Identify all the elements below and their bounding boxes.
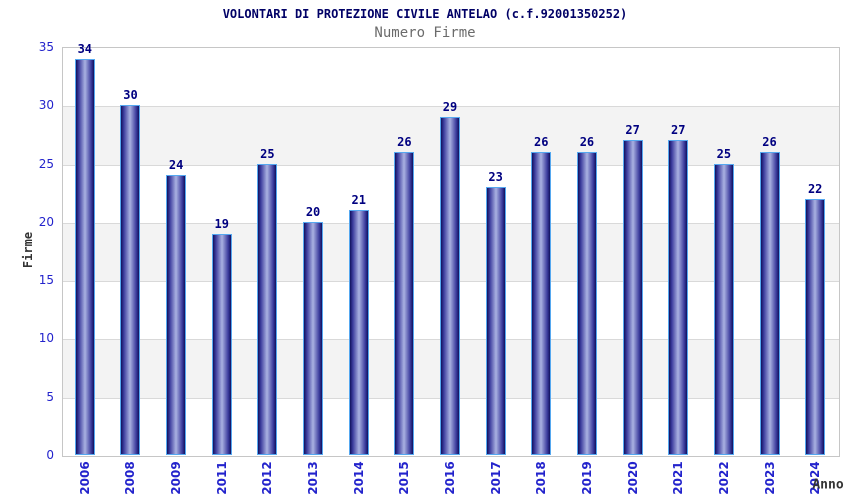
bar-2006 [74, 58, 95, 455]
bar-2019 [576, 151, 597, 455]
plot-area [62, 47, 840, 457]
bar-value-label: 23 [488, 169, 503, 184]
bar-value-label: 21 [351, 193, 366, 208]
bar-value-label: 30 [123, 88, 138, 103]
bar-2017 [485, 186, 506, 455]
bar-2023 [759, 151, 780, 455]
bar-value-label: 34 [77, 41, 93, 56]
bar-2022 [713, 163, 734, 455]
bar-2024 [805, 198, 826, 455]
bar-value-label: 19 [214, 216, 229, 231]
y-axis-title: Firme [21, 231, 35, 269]
bar-2013 [303, 221, 324, 455]
x-axis-title: Anno [812, 477, 844, 493]
x-tick-label: 2011 [214, 461, 229, 495]
bar-value-label: 27 [671, 123, 686, 138]
bar-2015 [394, 151, 415, 455]
chart-title: VOLONTARI DI PROTEZIONE CIVILE ANTELAO (… [222, 7, 628, 21]
x-tick-label: 2023 [762, 461, 777, 495]
x-tick-label: 2012 [260, 461, 275, 495]
bar-value-label: 25 [260, 146, 275, 161]
bar-value-label: 29 [442, 99, 458, 114]
bar-value-label: 26 [579, 134, 595, 149]
x-tick-label: 2016 [443, 461, 457, 495]
bar-value-label: 27 [625, 123, 640, 138]
bar-2020 [622, 140, 643, 455]
bar-2016 [440, 116, 460, 455]
x-tick-label: 2013 [306, 461, 321, 495]
y-tick-label: 25 [38, 156, 54, 171]
bar-value-label: 22 [807, 181, 823, 196]
x-tick-label: 2009 [169, 461, 184, 495]
bar-value-label: 26 [397, 134, 412, 149]
x-tick-label: 2019 [579, 461, 594, 495]
y-tick-label: 0 [46, 448, 54, 462]
y-tick-label: 30 [38, 98, 54, 113]
bar-value-label: 25 [716, 146, 732, 161]
bar-value-label: 20 [305, 204, 321, 219]
x-tick-label: 2022 [716, 461, 731, 495]
x-tick-label: 2015 [397, 461, 412, 495]
bar-value-label: 26 [534, 134, 549, 149]
chart-subtitle: Numero Firme [374, 25, 476, 41]
x-tick-label: 2014 [351, 461, 366, 495]
bar-2008 [120, 105, 141, 455]
y-tick-label: 20 [38, 214, 54, 229]
x-tick-label: 2021 [671, 461, 686, 495]
bar-2018 [531, 151, 552, 455]
x-tick-label: 2017 [488, 461, 503, 495]
y-tick-label: 15 [38, 273, 54, 288]
x-tick-label: 2020 [625, 461, 640, 495]
x-tick-label: 2006 [77, 461, 92, 495]
x-tick-label: 2008 [123, 461, 138, 495]
gridline [63, 106, 839, 108]
y-tick-label: 35 [38, 40, 54, 54]
bar-value-label: 24 [168, 158, 184, 173]
bar-2014 [348, 210, 369, 455]
bar-2011 [211, 233, 232, 455]
bar-2009 [166, 175, 187, 455]
y-tick-label: 10 [38, 331, 54, 346]
bar-2012 [257, 163, 278, 455]
x-tick-label: 2018 [534, 461, 549, 495]
y-tick-label: 5 [46, 389, 54, 404]
bar-value-label: 26 [762, 134, 777, 149]
bar-2021 [668, 140, 689, 455]
